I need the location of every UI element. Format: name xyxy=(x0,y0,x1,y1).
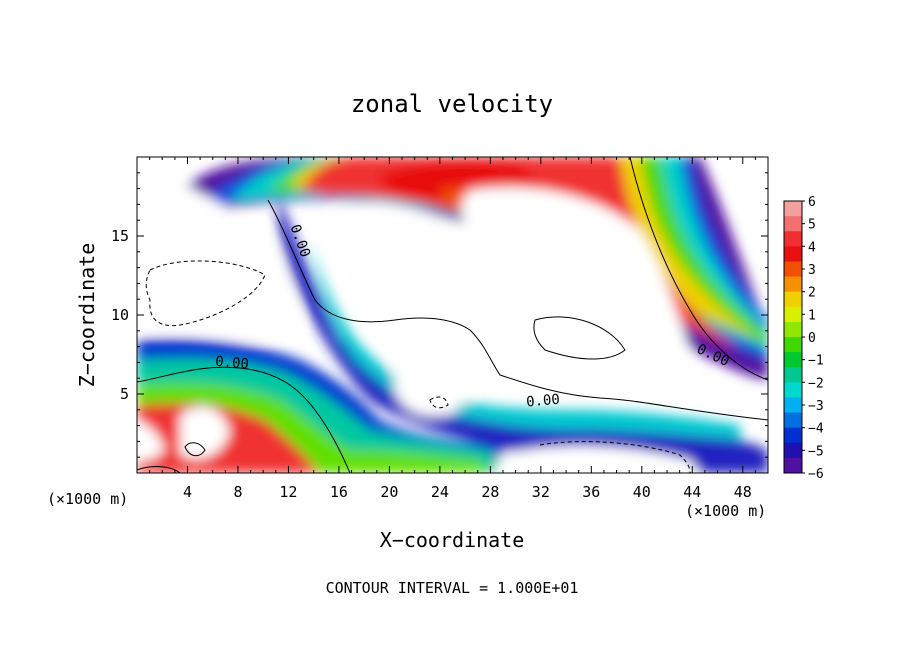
colorbar-swatch xyxy=(784,442,802,459)
x-tick-label: 12 xyxy=(279,483,297,501)
x-tick-label: 48 xyxy=(734,483,752,501)
colorbar-swatch xyxy=(784,291,802,308)
x-tick-label: 44 xyxy=(683,483,701,501)
contour-interval-footer: CONTOUR INTERVAL = 1.000E+01 xyxy=(326,579,579,597)
chart-title: zonal velocity xyxy=(351,90,553,118)
colorbar-label: −5 xyxy=(808,444,824,459)
colorbar-label: 1 xyxy=(808,308,816,323)
y-axis-label: Z−coordinate xyxy=(75,243,99,388)
colorbar-label: 5 xyxy=(808,218,816,233)
contour-label: 0.00 xyxy=(215,354,250,373)
colorbar-swatch xyxy=(784,246,802,262)
colorbar-label: −3 xyxy=(808,399,824,414)
colorbar-swatch xyxy=(784,367,802,383)
y-tick-label: 5 xyxy=(120,385,129,403)
colorbar: 6 5 4 3 2 1 0 −1 −2 −3 −4 −5 −6 xyxy=(783,195,824,482)
contour-label: 0.00 xyxy=(526,392,561,411)
colorbar-label: 4 xyxy=(808,240,816,255)
colorbar-swatch xyxy=(784,427,802,444)
colorbar-swatch xyxy=(784,321,802,338)
colorbar-swatch xyxy=(784,201,802,217)
colorbar-swatch xyxy=(784,306,802,323)
x-tick-label: 8 xyxy=(233,483,242,501)
colorbar-swatch xyxy=(784,216,802,232)
colorbar-swatch xyxy=(784,352,802,368)
x-unit-left: (×1000 m) xyxy=(47,490,128,508)
x-tick-label: 4 xyxy=(183,483,192,501)
x-axis-label: X−coordinate xyxy=(380,528,525,552)
colorbar-label: 0 xyxy=(808,331,816,346)
colorbar-label: −2 xyxy=(808,376,824,391)
colorbar-swatch xyxy=(784,382,802,398)
colorbar-swatch xyxy=(784,337,802,353)
x-axis: 4 8 12 16 20 24 28 32 36 40 44 48 xyxy=(149,157,756,501)
colorbar-swatch xyxy=(784,397,802,414)
colorbar-swatch xyxy=(784,412,802,429)
y-tick-label: 10 xyxy=(111,306,129,324)
x-tick-label: 16 xyxy=(330,483,348,501)
y-axis: 5 10 15 xyxy=(111,172,768,458)
colorbar-label: 2 xyxy=(808,286,816,301)
colorbar-swatch xyxy=(784,231,802,247)
colorbar-label: 6 xyxy=(808,195,816,210)
colorbar-label: −1 xyxy=(808,354,824,369)
x-tick-label: 20 xyxy=(380,483,398,501)
colorbar-swatch xyxy=(784,457,802,474)
x-tick-label: 32 xyxy=(532,483,550,501)
colorbar-label: 3 xyxy=(808,263,816,278)
x-tick-label: 24 xyxy=(431,483,449,501)
colorbar-swatch xyxy=(784,276,802,293)
y-tick-label: 15 xyxy=(111,227,129,245)
colorbar-label: −6 xyxy=(808,467,824,482)
x-tick-label: 40 xyxy=(633,483,651,501)
x-tick-label: 36 xyxy=(582,483,600,501)
x-unit-right: (×1000 m) xyxy=(685,502,766,520)
colorbar-swatch xyxy=(784,261,802,278)
heatmap-field xyxy=(137,157,768,473)
x-tick-label: 28 xyxy=(481,483,499,501)
colorbar-label: −4 xyxy=(808,422,824,437)
